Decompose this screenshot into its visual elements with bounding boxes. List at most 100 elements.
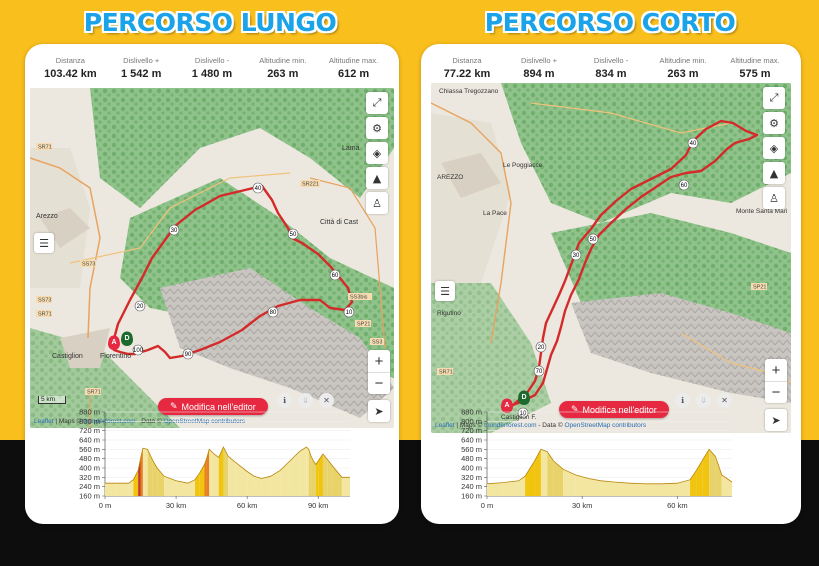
x-tick-label: 60 km: [667, 501, 687, 510]
leaflet-link[interactable]: Leaflet: [435, 422, 455, 429]
stat-max-altitude: Altitudine max. 575 m: [719, 56, 791, 88]
elevation-segment: [502, 480, 519, 496]
km-marker-label: 10: [346, 310, 353, 316]
layers-icon[interactable]: ◈: [763, 137, 785, 159]
settings-gear-icon[interactable]: ⚙: [763, 112, 785, 134]
elevation-segment: [133, 470, 139, 496]
menu-icon[interactable]: ☰: [435, 281, 455, 301]
stat-descent: Dislivello - 1 480 m: [177, 56, 248, 88]
km-marker: 40: [252, 182, 264, 194]
x-tick-label: 0 m: [99, 501, 112, 510]
route-map[interactable]: 10 20 30 40 60 50 70 Chiassa Tregozzano …: [431, 83, 791, 433]
place-label: AREZZO: [437, 174, 463, 181]
terrain-icon[interactable]: ▲: [366, 167, 388, 189]
info-icon[interactable]: ℹ: [675, 393, 690, 408]
km-marker-label: 40: [255, 186, 262, 192]
km-marker: 20: [134, 300, 146, 312]
y-tick-label: 880 m: [461, 408, 482, 417]
hills-area: [160, 268, 394, 418]
locate-icon[interactable]: ➤: [368, 400, 390, 422]
valley-area: [431, 113, 511, 283]
stat-max-altitude: Altitudine max. 612 m: [318, 56, 389, 88]
km-marker: 20: [535, 341, 547, 353]
zoom-control: + −: [368, 350, 390, 394]
fullscreen-icon[interactable]: ⤢: [763, 87, 785, 109]
elevation-segment: [575, 475, 589, 496]
stat-value: 263 m: [667, 68, 699, 80]
osm-link[interactable]: OpenStreetMap contributors: [564, 422, 647, 429]
road-label: SR221: [302, 182, 319, 188]
km-marker: 50: [587, 233, 599, 245]
elevation-segment: [613, 482, 630, 496]
close-icon[interactable]: ✕: [717, 393, 732, 408]
y-tick-label: 800 m: [79, 417, 100, 426]
map-tiles[interactable]: 10 20 30 40 60 50 70 Chiassa Tregozzano …: [431, 83, 791, 433]
menu-icon[interactable]: ☰: [34, 233, 54, 253]
elevation-segment: [105, 483, 117, 496]
zoom-out-button[interactable]: −: [368, 372, 390, 394]
km-marker: 60: [678, 179, 690, 191]
end-pin[interactable]: D: [121, 331, 133, 347]
elevation-segment: [341, 477, 350, 496]
settings-gear-icon[interactable]: ⚙: [366, 117, 388, 139]
elevation-segment: [306, 447, 309, 496]
leaflet-link[interactable]: Leaflet: [34, 418, 54, 425]
stats-row: Distanza 77.22 km Dislivello + 894 m Dis…: [431, 56, 791, 88]
elevation-segment: [254, 476, 262, 496]
scale-bar: 5 km: [38, 396, 66, 404]
layers-icon[interactable]: ◈: [366, 142, 388, 164]
poi-icon[interactable]: ♙: [366, 192, 388, 214]
x-tick-label: 90 km: [308, 501, 328, 510]
download-icon[interactable]: ⇓: [298, 393, 313, 408]
edit-in-editor-button[interactable]: ✎ Modifica nell'editor: [559, 401, 669, 418]
elevation-segment: [525, 461, 535, 496]
stat-label: Altitudine min.: [659, 56, 707, 65]
map-attribution: Leaflet | Maps © thunderforest.com - Dat…: [435, 422, 646, 429]
download-icon[interactable]: ⇓: [696, 393, 711, 408]
close-icon[interactable]: ✕: [319, 393, 334, 408]
elevation-segment: [690, 470, 697, 496]
zoom-in-button[interactable]: +: [771, 361, 781, 379]
zoom-out-button[interactable]: −: [765, 381, 787, 403]
start-pin[interactable]: A: [108, 335, 120, 351]
stat-label: Dislivello +: [123, 56, 160, 65]
elevation-segment: [247, 471, 255, 496]
locate-icon[interactable]: ➤: [765, 409, 787, 431]
elevation-segment: [204, 457, 207, 496]
stats-row: Distanza 103.42 km Dislivello + 1 542 m …: [35, 56, 389, 88]
km-marker: 80: [267, 306, 279, 318]
elevation-line: [105, 446, 350, 484]
info-icon[interactable]: ℹ: [277, 393, 292, 408]
pin-label: D: [124, 335, 129, 342]
edit-button-label: Modifica nell'editor: [181, 401, 256, 412]
road-label: SR71: [87, 390, 101, 396]
thunderforest-link[interactable]: thunderforest.com: [484, 422, 537, 429]
stat-value: 612 m: [337, 68, 370, 80]
stat-label: Altitudine min.: [259, 56, 307, 65]
map-toolbar: ⤢ ⚙ ◈ ▲ ♙: [763, 87, 787, 212]
stat-label: Distanza: [452, 56, 482, 65]
edit-in-editor-button[interactable]: ✎ Modifica nell'editor: [158, 398, 268, 415]
zoom-in-button[interactable]: +: [374, 352, 384, 370]
terrain-icon[interactable]: ▲: [763, 162, 785, 184]
route-card-short: Distanza 77.22 km Dislivello + 894 m Dis…: [421, 44, 801, 524]
elevation-segment: [318, 454, 323, 496]
map-tiles[interactable]: 10 20 30 40 50 60 80 90 100 Lama Arezzo …: [30, 88, 394, 428]
poi-icon[interactable]: ♙: [763, 187, 785, 209]
place-label: Lama: [342, 145, 360, 152]
fullscreen-icon[interactable]: ⤢: [366, 92, 388, 114]
start-pin[interactable]: A: [501, 398, 513, 414]
city-area: [441, 153, 501, 198]
km-marker-label: 30: [573, 253, 580, 259]
route-map[interactable]: 10 20 30 40 50 60 80 90 100 Lama Arezzo …: [30, 88, 394, 428]
elevation-segment: [547, 451, 554, 496]
elevation-segment: [308, 449, 312, 496]
end-pin[interactable]: D: [518, 390, 530, 406]
road: [431, 102, 512, 344]
stat-descent: Dislivello - 834 m: [575, 56, 647, 88]
stat-min-altitude: Altitudine min. 263 m: [247, 56, 318, 88]
km-marker-label: 10: [520, 411, 527, 417]
y-tick-label: 160 m: [79, 492, 100, 501]
